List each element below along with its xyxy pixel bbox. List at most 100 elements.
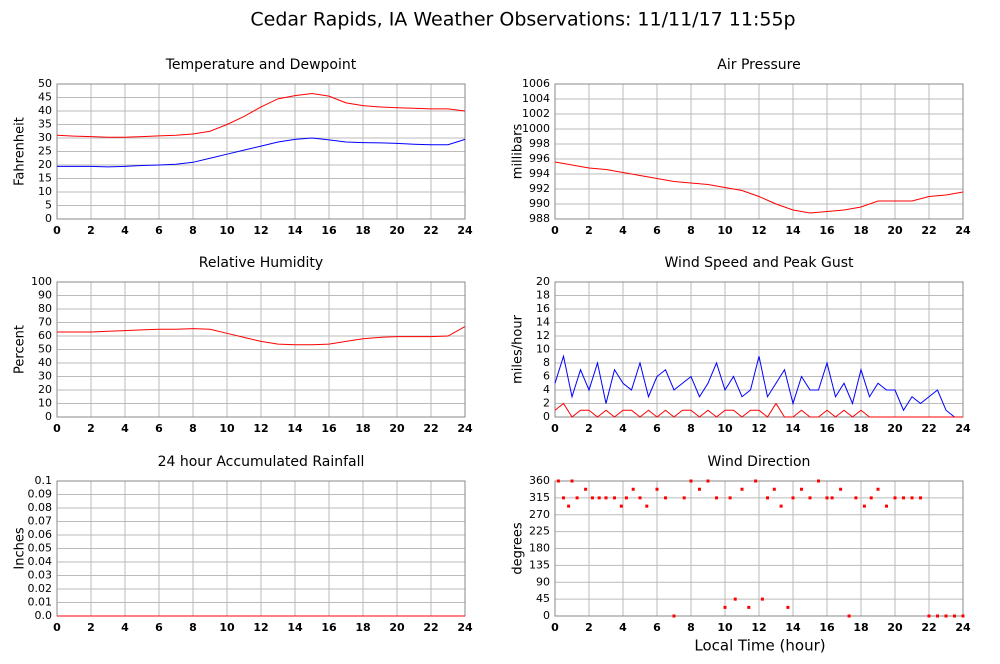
- y-tick-label: 0.09: [28, 488, 53, 501]
- x-tick-label: 8: [687, 621, 695, 634]
- x-tick-label: 22: [423, 621, 438, 634]
- data-point: [689, 479, 693, 483]
- data-point: [570, 479, 574, 483]
- x-tick-label: 14: [785, 621, 801, 634]
- data-point: [706, 479, 710, 483]
- data-point: [825, 496, 829, 500]
- data-point: [638, 496, 642, 500]
- y-tick-label: 20: [536, 275, 550, 288]
- y-tick-label: 180: [529, 542, 550, 555]
- x-tick-label: 24: [457, 621, 473, 634]
- y-tick-label: 225: [529, 525, 550, 538]
- y-axis-label: degrees: [511, 522, 526, 575]
- y-tick-label: 40: [38, 104, 52, 117]
- data-point: [624, 496, 628, 500]
- y-tick-label: 16: [536, 302, 550, 315]
- x-axis-label: Local Time (hour): [694, 637, 825, 655]
- x-tick-label: 8: [687, 422, 695, 435]
- data-point: [910, 496, 914, 500]
- data-point: [839, 487, 843, 491]
- chart-title: Wind Direction: [708, 454, 811, 470]
- data-point: [619, 504, 623, 508]
- y-tick-label: 0.04: [28, 555, 53, 568]
- data-point: [760, 597, 764, 601]
- x-tick-label: 22: [921, 422, 936, 435]
- y-tick-label: 15: [38, 172, 52, 185]
- x-tick-label: 20: [389, 422, 405, 435]
- chart-title: Air Pressure: [717, 57, 800, 73]
- x-tick-label: 16: [321, 224, 337, 237]
- data-point: [664, 496, 667, 500]
- x-tick-label: 4: [121, 224, 129, 237]
- y-tick-label: 315: [529, 491, 550, 504]
- x-tick-label: 18: [853, 621, 868, 634]
- y-tick-label: 0.01: [28, 596, 53, 609]
- data-point: [779, 504, 783, 508]
- x-tick-label: 0: [53, 621, 61, 634]
- x-tick-label: 16: [819, 621, 835, 634]
- x-tick-label: 10: [717, 224, 733, 237]
- x-tick-label: 2: [585, 422, 593, 435]
- y-axis-label: miles/hour: [511, 314, 526, 383]
- x-tick-label: 12: [751, 621, 766, 634]
- data-point: [944, 614, 948, 618]
- data-point: [893, 496, 897, 500]
- y-tick-label: 5: [45, 199, 52, 212]
- y-tick-label: 996: [529, 152, 550, 165]
- y-tick-label: 0.03: [28, 569, 53, 582]
- x-tick-label: 16: [321, 621, 337, 634]
- y-tick-label: 2: [543, 397, 550, 410]
- x-tick-label: 14: [785, 422, 801, 435]
- x-tick-label: 12: [253, 621, 268, 634]
- y-tick-label: 0.05: [28, 542, 53, 555]
- data-point: [927, 614, 931, 618]
- y-tick-label: 0: [543, 410, 550, 423]
- data-point: [791, 496, 795, 500]
- x-tick-label: 6: [155, 224, 163, 237]
- y-tick-label: 90: [38, 289, 52, 302]
- data-point: [728, 496, 732, 500]
- data-point: [766, 496, 769, 500]
- data-point: [682, 496, 686, 500]
- y-tick-label: 25: [38, 145, 52, 158]
- y-tick-label: 50: [38, 343, 52, 356]
- chart-title: Relative Humidity: [199, 255, 323, 271]
- data-point: [698, 487, 701, 491]
- y-tick-label: 990: [529, 197, 550, 210]
- x-tick-label: 12: [751, 224, 766, 237]
- x-tick-label: 8: [189, 224, 197, 237]
- x-tick-label: 12: [253, 224, 268, 237]
- y-tick-label: 60: [38, 329, 52, 342]
- x-tick-label: 0: [53, 224, 61, 237]
- y-tick-label: 998: [529, 137, 550, 150]
- x-tick-label: 8: [189, 621, 197, 634]
- y-tick-label: 0.0: [35, 609, 53, 622]
- y-axis-label: millibars: [511, 124, 526, 180]
- data-point: [740, 487, 744, 491]
- data-point: [567, 504, 571, 508]
- x-tick-label: 2: [87, 422, 95, 435]
- x-tick-label: 16: [819, 224, 835, 237]
- y-tick-label: 30: [38, 370, 52, 383]
- data-point: [747, 605, 751, 609]
- y-tick-label: 1006: [522, 77, 550, 90]
- y-tick-label: 0.08: [28, 501, 53, 514]
- x-tick-label: 10: [717, 422, 733, 435]
- y-tick-label: 0.07: [28, 515, 53, 528]
- x-tick-label: 0: [551, 621, 559, 634]
- x-tick-label: 2: [87, 224, 95, 237]
- x-tick-label: 22: [423, 224, 438, 237]
- x-tick-label: 6: [155, 621, 163, 634]
- data-point: [733, 597, 737, 601]
- x-tick-label: 14: [785, 224, 801, 237]
- data-point: [961, 614, 965, 618]
- plot-border: [554, 83, 964, 220]
- x-tick-label: 24: [457, 224, 473, 237]
- data-point: [854, 496, 858, 500]
- data-point: [613, 496, 616, 500]
- x-tick-label: 22: [423, 422, 438, 435]
- y-axis-label: Percent: [13, 325, 28, 374]
- y-tick-label: 994: [529, 167, 550, 180]
- chart-title: 24 hour Accumulated Rainfall: [158, 454, 365, 470]
- y-tick-label: 100: [31, 275, 52, 288]
